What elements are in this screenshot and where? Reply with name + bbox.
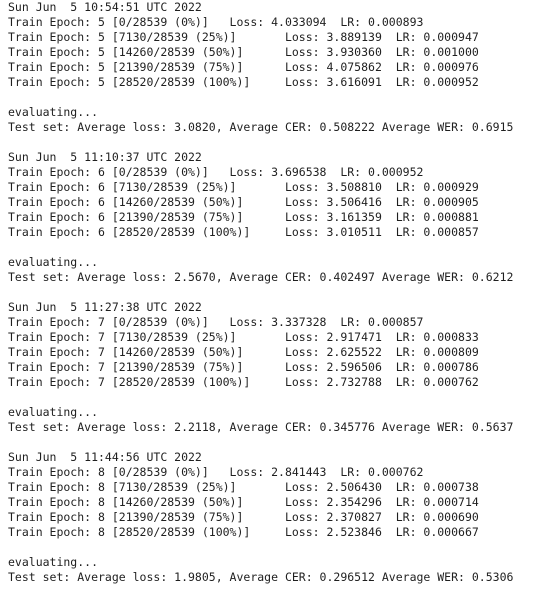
timestamp-line: Sun Jun 5 11:10:37 UTC 2022 xyxy=(8,150,202,164)
blank-line xyxy=(8,540,553,555)
train-epoch-line: Train Epoch: 5 [7130/28539 (25%)] Loss: … xyxy=(8,30,479,44)
train-epoch-line: Train Epoch: 7 [0/28539 (0%)] Loss: 3.33… xyxy=(8,315,424,329)
test-set-result-line: Test set: Average loss: 3.0820, Average … xyxy=(8,120,514,134)
train-epoch-line: Train Epoch: 8 [14260/28539 (50%)] Loss:… xyxy=(8,495,479,509)
train-epoch-line: Train Epoch: 5 [14260/28539 (50%)] Loss:… xyxy=(8,45,479,59)
train-epoch-line: Train Epoch: 6 [7130/28539 (25%)] Loss: … xyxy=(8,180,479,194)
train-epoch-line: Train Epoch: 8 [7130/28539 (25%)] Loss: … xyxy=(8,480,479,494)
train-epoch-line: Train Epoch: 7 [7130/28539 (25%)] Loss: … xyxy=(8,330,479,344)
timestamp-line: Sun Jun 5 11:27:38 UTC 2022 xyxy=(8,300,202,314)
train-epoch-line: Train Epoch: 7 [14260/28539 (50%)] Loss:… xyxy=(8,345,479,359)
train-epoch-line: Train Epoch: 6 [0/28539 (0%)] Loss: 3.69… xyxy=(8,165,424,179)
training-log-output: Sun Jun 5 10:54:51 UTC 2022 Train Epoch: … xyxy=(8,0,553,584)
train-epoch-line: Train Epoch: 5 [0/28539 (0%)] Loss: 4.03… xyxy=(8,15,424,29)
evaluating-line: evaluating... xyxy=(8,555,99,569)
train-epoch-line: Train Epoch: 6 [28520/28539 (100%)] Loss… xyxy=(8,225,479,239)
blank-line xyxy=(8,240,553,255)
train-epoch-line: Train Epoch: 7 [28520/28539 (100%)] Loss… xyxy=(8,375,479,389)
train-epoch-line: Train Epoch: 5 [21390/28539 (75%)] Loss:… xyxy=(8,60,479,74)
timestamp-line: Sun Jun 5 11:44:56 UTC 2022 xyxy=(8,450,202,464)
train-epoch-line: Train Epoch: 8 [0/28539 (0%)] Loss: 2.84… xyxy=(8,465,424,479)
train-epoch-line: Train Epoch: 8 [21390/28539 (75%)] Loss:… xyxy=(8,510,479,524)
test-set-result-line: Test set: Average loss: 2.2118, Average … xyxy=(8,420,514,434)
test-set-result-line: Test set: Average loss: 2.5670, Average … xyxy=(8,270,514,284)
evaluating-line: evaluating... xyxy=(8,105,99,119)
evaluating-line: evaluating... xyxy=(8,405,99,419)
train-epoch-line: Train Epoch: 6 [21390/28539 (75%)] Loss:… xyxy=(8,210,479,224)
train-epoch-line: Train Epoch: 8 [28520/28539 (100%)] Loss… xyxy=(8,525,479,539)
train-epoch-line: Train Epoch: 7 [21390/28539 (75%)] Loss:… xyxy=(8,360,479,374)
train-epoch-line: Train Epoch: 5 [28520/28539 (100%)] Loss… xyxy=(8,75,479,89)
train-epoch-line: Train Epoch: 6 [14260/28539 (50%)] Loss:… xyxy=(8,195,479,209)
blank-line xyxy=(8,390,553,405)
evaluating-line: evaluating... xyxy=(8,255,99,269)
blank-line xyxy=(8,285,553,300)
blank-line xyxy=(8,435,553,450)
test-set-result-line: Test set: Average loss: 1.9805, Average … xyxy=(8,570,514,584)
blank-line xyxy=(8,90,553,105)
blank-line xyxy=(8,135,553,150)
timestamp-line: Sun Jun 5 10:54:51 UTC 2022 xyxy=(8,0,202,14)
